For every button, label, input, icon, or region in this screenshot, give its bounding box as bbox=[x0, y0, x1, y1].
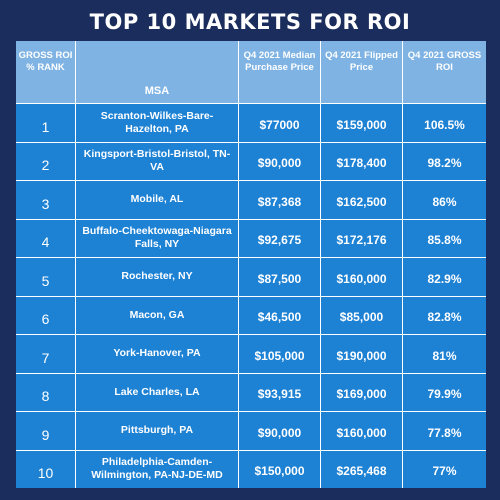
flipped-price-cell: $160,000 bbox=[321, 257, 403, 296]
flipped-price-cell: $162,500 bbox=[321, 180, 403, 219]
msa-cell: Lake Charles, LA bbox=[76, 372, 239, 411]
msa-cell: Mobile, AL bbox=[76, 180, 239, 219]
purchase-price-cell: $92,675 bbox=[239, 218, 321, 257]
rank-cell: 5 bbox=[16, 257, 76, 296]
gross-roi-cell: 79.9% bbox=[403, 372, 486, 411]
msa-cell: Rochester, NY bbox=[76, 257, 239, 296]
flipped-price-cell: $169,000 bbox=[321, 372, 403, 411]
msa-cell: Kingsport-Bristol-Bristol, TN-VA bbox=[76, 141, 239, 180]
purchase-price-cell: $46,500 bbox=[239, 295, 321, 334]
msa-cell: York-Hanover, PA bbox=[76, 334, 239, 373]
msa-cell: Pittsburgh, PA bbox=[76, 411, 239, 450]
purchase-price-cell: $105,000 bbox=[239, 334, 321, 373]
flipped-price-cell: $265,468 bbox=[321, 449, 403, 488]
flipped-price-cell: $178,400 bbox=[321, 141, 403, 180]
purchase-price-cell: $77000 bbox=[239, 103, 321, 142]
rank-cell: 7 bbox=[16, 334, 76, 373]
purchase-price-cell: $90,000 bbox=[239, 411, 321, 450]
gross-roi-cell: 106.5% bbox=[403, 103, 486, 142]
rank-cell: 3 bbox=[16, 180, 76, 219]
purchase-price-cell: $150,000 bbox=[239, 449, 321, 488]
flipped-price-cell: $160,000 bbox=[321, 411, 403, 450]
purchase-price-cell: $87,368 bbox=[239, 180, 321, 219]
rank-cell: 2 bbox=[16, 141, 76, 180]
roi-table: GROSS ROI % RANK MSA Q4 2021 Median Purc… bbox=[16, 41, 486, 488]
gross-roi-cell: 82.8% bbox=[403, 295, 486, 334]
msa-cell: Scranton-Wilkes-Bare-Hazelton, PA bbox=[76, 103, 239, 142]
gross-roi-cell: 98.2% bbox=[403, 141, 486, 180]
rank-cell: 10 bbox=[16, 449, 76, 488]
msa-cell: Buffalo-Cheektowaga-Niagara Falls, NY bbox=[76, 218, 239, 257]
rank-cell: 1 bbox=[16, 103, 76, 142]
gross-roi-cell: 82.9% bbox=[403, 257, 486, 296]
gross-roi-cell: 77% bbox=[403, 449, 486, 488]
msa-cell: Philadelphia-Camden-Wilmington, PA-NJ-DE… bbox=[76, 449, 239, 488]
flipped-price-cell: $85,000 bbox=[321, 295, 403, 334]
header-msa: MSA bbox=[76, 41, 239, 103]
purchase-price-cell: $93,915 bbox=[239, 372, 321, 411]
gross-roi-cell: 81% bbox=[403, 334, 486, 373]
msa-cell: Macon, GA bbox=[76, 295, 239, 334]
header-rank: GROSS ROI % RANK bbox=[16, 41, 76, 103]
gross-roi-cell: 85.8% bbox=[403, 218, 486, 257]
purchase-price-cell: $90,000 bbox=[239, 141, 321, 180]
header-flipped-price: Q4 2021 Flipped Price bbox=[321, 41, 403, 103]
page-title: TOP 10 MARKETS FOR ROI bbox=[89, 10, 411, 34]
rank-cell: 4 bbox=[16, 218, 76, 257]
rank-cell: 9 bbox=[16, 411, 76, 450]
gross-roi-cell: 86% bbox=[403, 180, 486, 219]
flipped-price-cell: $159,000 bbox=[321, 103, 403, 142]
header-purchase-price: Q4 2021 Median Purchase Price bbox=[239, 41, 321, 103]
flipped-price-cell: $172,176 bbox=[321, 218, 403, 257]
flipped-price-cell: $190,000 bbox=[321, 334, 403, 373]
gross-roi-cell: 77.8% bbox=[403, 411, 486, 450]
rank-cell: 8 bbox=[16, 372, 76, 411]
purchase-price-cell: $87,500 bbox=[239, 257, 321, 296]
header-gross-roi: Q4 2021 GROSS ROI bbox=[403, 41, 486, 103]
rank-cell: 6 bbox=[16, 295, 76, 334]
